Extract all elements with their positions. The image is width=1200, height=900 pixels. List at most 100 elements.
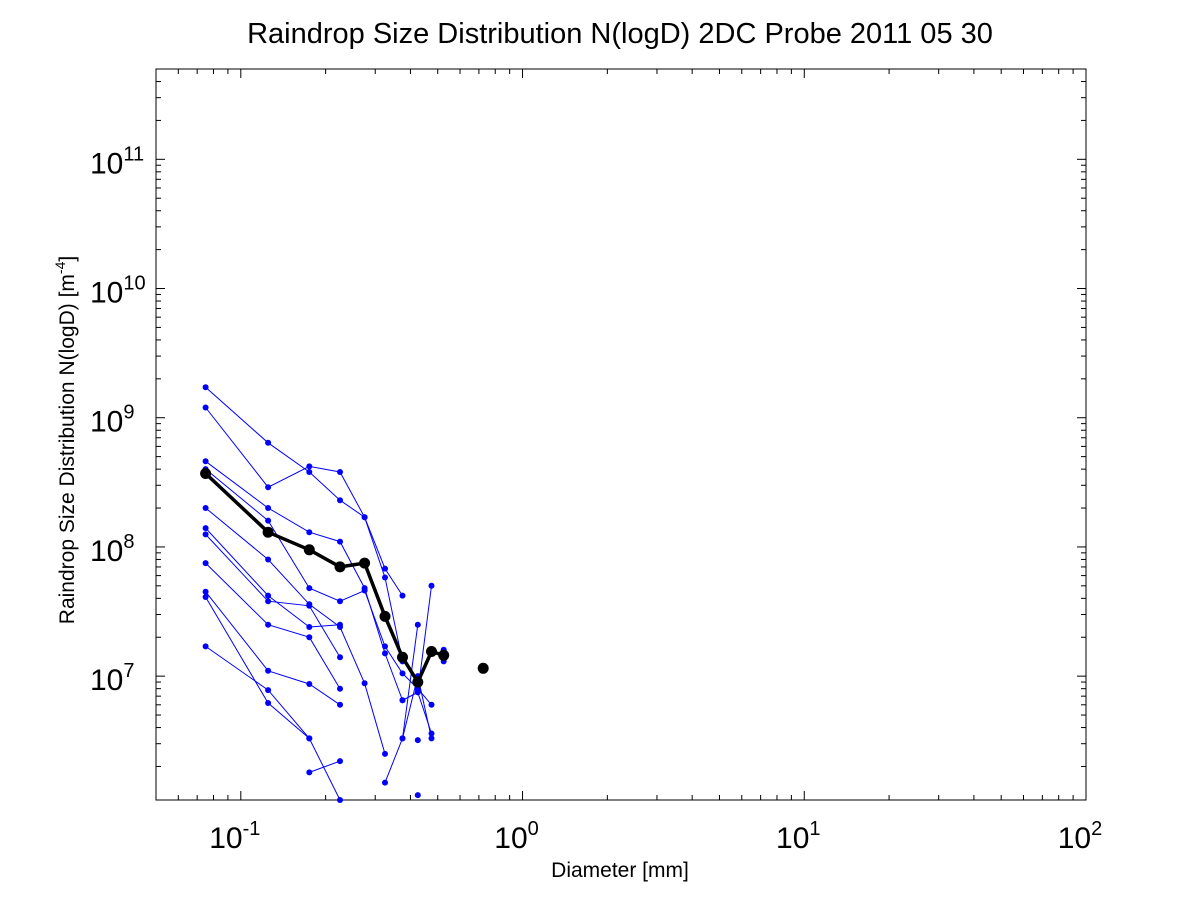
series-point: [337, 469, 343, 475]
series-point: [414, 621, 421, 628]
y-tick-label: 1011: [90, 143, 144, 180]
series-point: [306, 529, 313, 536]
series-point: [414, 792, 421, 799]
series-point: [306, 735, 313, 742]
series-point: [306, 681, 313, 687]
series-point: [337, 701, 343, 708]
series-line: [205, 591, 341, 706]
series-point: [265, 700, 272, 706]
series-point: [202, 560, 209, 567]
series-point: [265, 598, 272, 605]
series-point: [202, 505, 209, 511]
series-point: [399, 735, 406, 742]
series-point: [202, 531, 209, 538]
series-point: [265, 517, 272, 524]
series-point: [265, 556, 272, 563]
series-point: [428, 730, 435, 737]
series-lines: [202, 384, 447, 803]
series-1: [202, 384, 406, 599]
series-point: [382, 779, 388, 786]
series-8: [202, 560, 343, 692]
x-axis-label: Diameter [mm]: [551, 859, 689, 882]
mean-series-point: [426, 646, 437, 657]
series-point: [361, 514, 368, 521]
series-12: [306, 758, 343, 776]
y-tick-label: 108: [90, 531, 135, 568]
series-point: [265, 621, 272, 628]
series-6: [202, 525, 343, 630]
mean-series-point: [397, 651, 408, 663]
series-point: [428, 701, 435, 708]
y-axis-label: Raindrop Size Distribution N(logD) [m-4]: [52, 256, 79, 624]
mean-series-point: [303, 544, 315, 556]
series-point: [337, 654, 343, 661]
series-point: [306, 624, 313, 630]
series-11: [202, 643, 343, 803]
series-line: [205, 534, 341, 658]
series-point: [202, 384, 209, 391]
series-line: [205, 468, 419, 690]
series-point: [399, 670, 406, 677]
mean-series-point: [412, 676, 424, 688]
mean-series-point: [262, 526, 274, 538]
series-point: [337, 621, 343, 628]
y-axis-label-end: ]: [56, 256, 79, 262]
series-point: [265, 667, 272, 674]
series-17: [414, 737, 421, 744]
chart-title: Raindrop Size Distribution N(logD) 2DC P…: [247, 18, 993, 50]
mean-series-line: [204, 472, 445, 684]
y-tick-label: 1010: [90, 273, 146, 310]
y-axis-label-exponent: -4: [52, 261, 68, 274]
mean-series-point: [334, 561, 346, 573]
series-point: [382, 574, 388, 581]
series-point: [337, 598, 343, 605]
x-tick-label: 102: [1058, 818, 1103, 855]
series-point: [202, 404, 209, 411]
series-point: [306, 602, 313, 609]
series-point: [382, 643, 388, 650]
series-point: [428, 735, 435, 742]
x-tick-label: 10-1: [209, 818, 260, 855]
series-line: [309, 760, 341, 773]
series-point: [306, 585, 313, 592]
series-point: [382, 650, 388, 657]
series-point: [361, 587, 368, 594]
series-line: [205, 507, 386, 755]
y-tick-label: 109: [90, 402, 135, 439]
series-point: [382, 565, 388, 572]
mean-series-point: [359, 557, 371, 569]
series-point: [306, 769, 313, 776]
x-tick-label: 100: [494, 818, 539, 855]
series-point: [265, 687, 272, 694]
mean-series-point: [438, 649, 450, 661]
series-point: [337, 497, 343, 504]
series-point: [414, 737, 421, 744]
series-point: [202, 643, 209, 650]
series-point: [265, 505, 272, 511]
series-line: [205, 645, 341, 801]
series-point: [202, 588, 209, 595]
series-line: [205, 562, 341, 689]
series-point: [361, 680, 368, 687]
series-line: [205, 527, 341, 628]
series-point: [306, 463, 313, 470]
series-point: [382, 750, 388, 757]
plot-frame: [155, 68, 1087, 801]
mean-series-point: [200, 468, 212, 479]
series-point: [265, 484, 272, 491]
y-tick-label: 107: [90, 660, 135, 697]
series-18: [414, 792, 421, 799]
series-point: [399, 697, 406, 704]
series-7: [202, 531, 343, 661]
series-2: [202, 404, 406, 665]
series-point: [306, 634, 313, 641]
series-point: [337, 538, 343, 545]
series-point: [337, 797, 343, 803]
series-15: [399, 689, 435, 737]
y-axis-label-text: Raindrop Size Distribution N(logD) [m: [56, 274, 79, 624]
series-point: [428, 582, 435, 589]
series-point: [306, 469, 313, 475]
mean-line: [200, 468, 489, 688]
series-point: [337, 685, 343, 692]
